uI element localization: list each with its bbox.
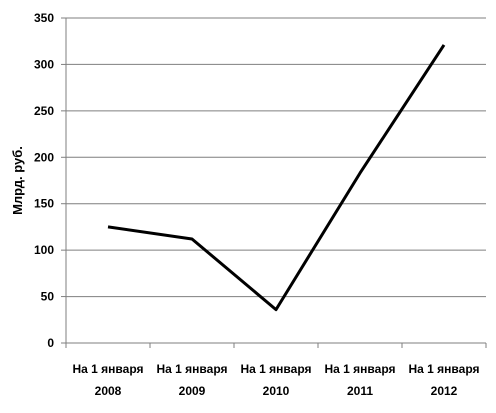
y-tick-label: 100 [34, 243, 54, 257]
x-tick-label: На 1 января 2011 [325, 362, 396, 398]
x-tick-label: На 1 января 2012 [409, 362, 480, 398]
y-axis-tick-labels: 0 50 100 150 200 250 300 350 [34, 11, 54, 350]
y-tick-label: 350 [34, 11, 54, 25]
y-tick-label: 250 [34, 104, 54, 118]
y-tick-label: 200 [34, 150, 54, 164]
x-tick-label: На 1 января 2010 [241, 362, 312, 398]
y-axis-label: Млрд. руб. [10, 146, 25, 215]
x-tick-label: На 1 января 2008 [73, 362, 144, 398]
y-tick-label: 0 [47, 336, 54, 350]
x-tick-label: На 1 января 2009 [157, 362, 228, 398]
y-tick-label: 50 [41, 290, 55, 304]
y-tick-label: 300 [34, 57, 54, 71]
y-tick-label: 150 [34, 197, 54, 211]
series [107, 44, 446, 312]
gridlines [61, 17, 486, 344]
series-line [107, 44, 446, 312]
x-axis-tick-labels: На 1 января 2008 На 1 января 2009 На 1 январ… [65, 343, 487, 398]
